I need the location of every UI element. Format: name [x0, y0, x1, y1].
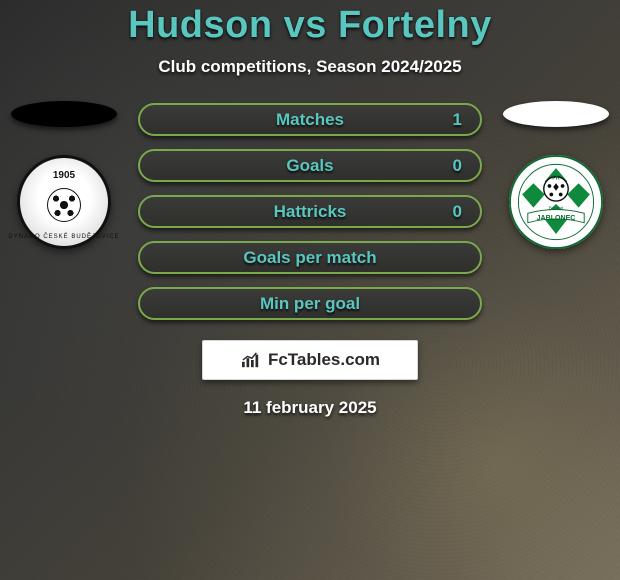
player-marker-left: [11, 101, 117, 127]
subtitle: Club competitions, Season 2024/2025: [0, 57, 620, 77]
jablonec-crest-icon: FK JABLONEC Baumit: [509, 155, 603, 249]
stats-column: Matches 1 Goals 0 Hattricks 0 Goals per …: [138, 103, 482, 320]
left-team-column: DYNAMO ČESKÉ BUDĚJOVICE: [8, 101, 120, 249]
svg-text:FK: FK: [552, 175, 560, 181]
brand-attribution: FcTables.com: [202, 340, 418, 380]
left-team-logo: DYNAMO ČESKÉ BUDĚJOVICE: [17, 155, 111, 249]
stat-row-mpg: Min per goal: [138, 287, 482, 320]
stat-row-goals: Goals 0: [138, 149, 482, 182]
comparison-row: DYNAMO ČESKÉ BUDĚJOVICE Matches 1 Goals …: [0, 101, 620, 320]
page-title: Hudson vs Fortelny: [0, 4, 620, 47]
player-marker-right: [503, 101, 609, 127]
date-text: 11 february 2025: [0, 398, 620, 418]
stat-row-hattricks: Hattricks 0: [138, 195, 482, 228]
stat-label: Goals per match: [243, 248, 376, 268]
content-area: Hudson vs Fortelny Club competitions, Se…: [0, 0, 620, 418]
right-team-column: FK JABLONEC Baumit: [500, 101, 612, 249]
stat-value: 0: [453, 202, 462, 222]
logo-ring-text: DYNAMO ČESKÉ BUDĚJOVICE: [20, 158, 108, 246]
svg-text:Baumit: Baumit: [549, 206, 564, 211]
svg-text:JABLONEC: JABLONEC: [537, 215, 576, 222]
stat-row-gpm: Goals per match: [138, 241, 482, 274]
infographic-root: Hudson vs Fortelny Club competitions, Se…: [0, 0, 620, 580]
right-team-logo: FK JABLONEC Baumit: [509, 155, 603, 249]
stat-label: Hattricks: [274, 202, 347, 222]
bar-chart-icon: [240, 351, 262, 369]
stat-label: Matches: [276, 110, 344, 130]
stat-label: Goals: [286, 156, 333, 176]
stat-label: Min per goal: [260, 294, 360, 314]
brand-text: FcTables.com: [268, 350, 380, 370]
stat-value: 0: [453, 156, 462, 176]
stat-row-matches: Matches 1: [138, 103, 482, 136]
stat-value: 1: [453, 110, 462, 130]
